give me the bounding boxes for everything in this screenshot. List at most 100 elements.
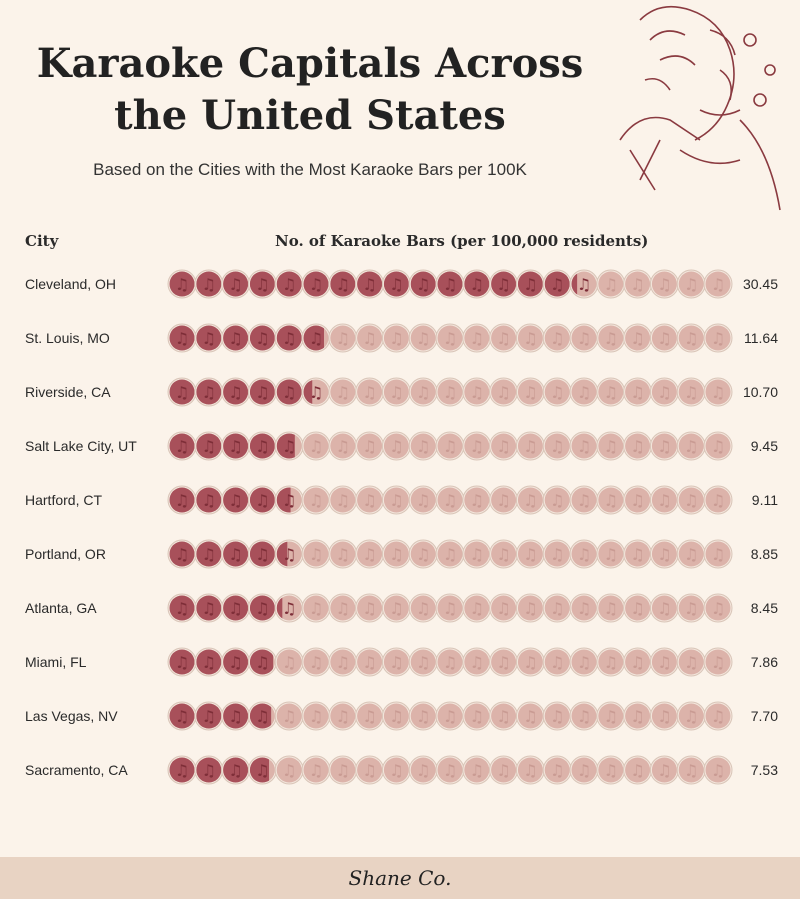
music-note-circle-icon: ♫ (167, 431, 197, 461)
svg-text:♫: ♫ (711, 653, 725, 672)
svg-text:♫: ♫ (470, 491, 484, 510)
music-note-circle-icon: ♫ (247, 755, 277, 785)
svg-text:♫: ♫ (577, 491, 591, 510)
svg-text:♫: ♫ (389, 653, 403, 672)
music-note-circle-icon: ♫ (381, 485, 411, 515)
svg-text:♫: ♫ (416, 329, 430, 348)
music-note-circle-icon: ♫ (355, 539, 385, 569)
svg-text:♫: ♫ (228, 329, 242, 348)
svg-text:♫: ♫ (496, 707, 510, 726)
svg-text:♫: ♫ (684, 761, 698, 780)
music-note-circle-icon: ♫ (328, 269, 358, 299)
music-note-circle-icon: ♫ (328, 485, 358, 515)
music-note-circle-icon: ♫ (649, 539, 679, 569)
music-note-circle-icon: ♫ (623, 539, 653, 569)
svg-text:♫: ♫ (630, 275, 644, 294)
svg-text:♫: ♫ (657, 329, 671, 348)
music-note-circle-icon: ♫ (435, 539, 465, 569)
music-note-circle-icon: ♫ (301, 323, 331, 353)
music-note-circle-icon: ♫ (623, 755, 653, 785)
svg-text:♫: ♫ (657, 599, 671, 618)
svg-text:♫: ♫ (711, 707, 725, 726)
svg-text:♫: ♫ (523, 491, 537, 510)
music-note-circle-icon: ♫ (328, 755, 358, 785)
music-note-circle-icon: ♫ (221, 539, 251, 569)
music-note-circle-icon: ♫ (569, 377, 599, 407)
music-note-circle-icon: ♫ (301, 377, 331, 407)
music-note-circle-icon: ♫ (247, 323, 277, 353)
music-note-circle-icon: ♫ (489, 701, 519, 731)
music-note-circle-icon: ♫ (462, 377, 492, 407)
music-note-circle-icon: ♫ (408, 485, 438, 515)
value-label: 10.70 (743, 384, 778, 400)
svg-text:♫: ♫ (523, 653, 537, 672)
music-note-circle-icon: ♫ (194, 431, 224, 461)
music-note-circle-icon: ♫ (355, 431, 385, 461)
svg-text:♫: ♫ (282, 599, 296, 618)
city-label: Atlanta, GA (25, 600, 97, 616)
svg-text:♫: ♫ (550, 653, 564, 672)
svg-text:♫: ♫ (362, 329, 376, 348)
svg-text:♫: ♫ (282, 761, 296, 780)
svg-text:♫: ♫ (711, 491, 725, 510)
svg-text:♫: ♫ (443, 707, 457, 726)
music-note-circle-icon: ♫ (167, 269, 197, 299)
svg-text:♫: ♫ (470, 437, 484, 456)
city-label: Sacramento, CA (25, 762, 128, 778)
music-note-circle-icon: ♫ (703, 323, 733, 353)
music-note-circle-icon: ♫ (247, 701, 277, 731)
svg-text:♫: ♫ (443, 653, 457, 672)
svg-text:♫: ♫ (550, 383, 564, 402)
music-note-circle-icon: ♫ (515, 377, 545, 407)
music-note-circle-icon: ♫ (194, 701, 224, 731)
svg-text:♫: ♫ (496, 491, 510, 510)
svg-text:♫: ♫ (684, 599, 698, 618)
svg-text:♫: ♫ (175, 275, 189, 294)
music-note-circle-icon: ♫ (194, 485, 224, 515)
music-note-circle-icon: ♫ (328, 593, 358, 623)
value-label: 30.45 (743, 276, 778, 292)
music-note-circle-icon: ♫ (596, 485, 626, 515)
svg-text:♫: ♫ (255, 329, 269, 348)
svg-text:♫: ♫ (416, 653, 430, 672)
music-note-circle-icon: ♫ (676, 701, 706, 731)
svg-text:♫: ♫ (228, 491, 242, 510)
music-note-circle-icon: ♫ (489, 485, 519, 515)
city-label: Miami, FL (25, 654, 87, 670)
music-note-circle-icon: ♫ (435, 485, 465, 515)
music-note-circle-icon: ♫ (703, 647, 733, 677)
music-note-circle-icon: ♫ (596, 539, 626, 569)
svg-text:♫: ♫ (523, 599, 537, 618)
music-note-circle-icon: ♫ (221, 269, 251, 299)
svg-text:♫: ♫ (416, 383, 430, 402)
music-note-circle-icon: ♫ (194, 647, 224, 677)
svg-text:♫: ♫ (336, 707, 350, 726)
music-note-circle-icon: ♫ (462, 593, 492, 623)
music-note-circle-icon: ♫ (301, 485, 331, 515)
music-note-circle-icon: ♫ (274, 593, 304, 623)
music-note-circle-icon: ♫ (301, 593, 331, 623)
music-note-circle-icon: ♫ (381, 701, 411, 731)
music-note-circle-icon: ♫ (274, 485, 304, 515)
music-note-circle-icon: ♫ (221, 323, 251, 353)
music-note-circle-icon: ♫ (489, 269, 519, 299)
svg-text:♫: ♫ (630, 383, 644, 402)
music-note-circle-icon: ♫ (194, 269, 224, 299)
music-note-circle-icon: ♫ (623, 323, 653, 353)
svg-text:♫: ♫ (657, 707, 671, 726)
svg-text:♫: ♫ (309, 707, 323, 726)
svg-text:♫: ♫ (711, 437, 725, 456)
svg-text:♫: ♫ (362, 275, 376, 294)
music-note-circle-icon: ♫ (569, 593, 599, 623)
music-note-circle-icon: ♫ (355, 377, 385, 407)
svg-text:♫: ♫ (362, 761, 376, 780)
music-note-circle-icon: ♫ (274, 377, 304, 407)
svg-text:♫: ♫ (175, 437, 189, 456)
svg-text:♫: ♫ (577, 437, 591, 456)
svg-text:♫: ♫ (470, 545, 484, 564)
music-note-circle-icon: ♫ (649, 269, 679, 299)
svg-text:♫: ♫ (282, 329, 296, 348)
svg-text:♫: ♫ (684, 329, 698, 348)
music-note-circle-icon: ♫ (194, 539, 224, 569)
svg-text:♫: ♫ (523, 329, 537, 348)
